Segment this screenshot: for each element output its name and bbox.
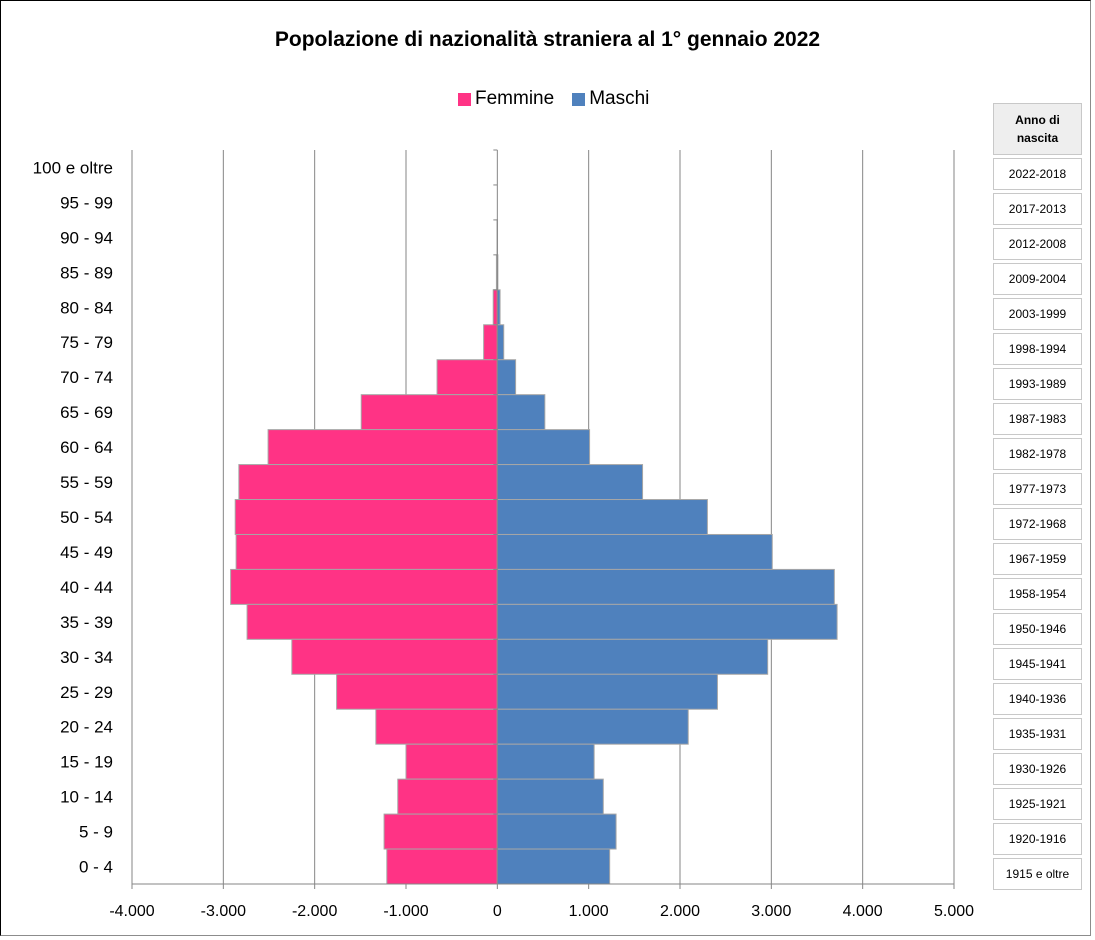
birth-year-cell: 1972-1968 bbox=[993, 508, 1082, 540]
birth-year-cell: 1958-1954 bbox=[993, 578, 1082, 610]
birth-year-cell: 1945-1941 bbox=[993, 648, 1082, 680]
y-tick-label: 100 e oltre bbox=[33, 158, 113, 177]
y-tick-label: 75 - 79 bbox=[60, 333, 113, 352]
bar-femmine bbox=[268, 430, 497, 465]
y-tick-label: 95 - 99 bbox=[60, 193, 113, 212]
x-tick-label: 2.000 bbox=[660, 903, 700, 920]
birth-year-header-line2: nascita bbox=[1017, 129, 1058, 147]
birth-year-cell: 2022-2018 bbox=[993, 158, 1082, 190]
x-tick-label: -1.000 bbox=[383, 903, 428, 920]
birth-year-cell: 2003-1999 bbox=[993, 298, 1082, 330]
y-tick-label: 10 - 14 bbox=[60, 788, 113, 807]
bar-femmine bbox=[292, 639, 498, 674]
birth-year-cell: 1940-1936 bbox=[993, 683, 1082, 715]
y-tick-label: 25 - 29 bbox=[60, 683, 113, 702]
y-tick-label: 70 - 74 bbox=[60, 368, 113, 387]
y-tick-label: 30 - 34 bbox=[60, 648, 113, 667]
bar-maschi bbox=[497, 430, 589, 465]
bar-femmine bbox=[493, 290, 497, 325]
bar-femmine bbox=[406, 744, 497, 779]
x-tick-label: 4.000 bbox=[843, 903, 883, 920]
y-tick-label: 15 - 19 bbox=[60, 753, 113, 772]
bar-maschi bbox=[497, 465, 642, 500]
y-tick-label: 85 - 89 bbox=[60, 263, 113, 282]
birth-year-cell: 1987-1983 bbox=[993, 403, 1082, 435]
y-tick-label: 55 - 59 bbox=[60, 473, 113, 492]
birth-year-cell: 1915 e oltre bbox=[993, 858, 1082, 890]
bar-femmine bbox=[231, 569, 498, 604]
birth-year-cell: 1982-1978 bbox=[993, 438, 1082, 470]
bar-maschi bbox=[497, 744, 594, 779]
bar-maschi bbox=[497, 604, 837, 639]
y-tick-label: 65 - 69 bbox=[60, 403, 113, 422]
birth-year-header-line1: Anno di bbox=[1015, 111, 1060, 129]
y-tick-label: 35 - 39 bbox=[60, 613, 113, 632]
birth-year-column: Anno di nascita 2022-2018 2017-2013 2012-2… bbox=[993, 103, 1083, 893]
y-tick-label: 60 - 64 bbox=[60, 438, 113, 457]
bar-femmine bbox=[361, 395, 497, 430]
birth-year-cell: 2017-2013 bbox=[993, 193, 1082, 225]
bar-maschi bbox=[497, 395, 544, 430]
y-tick-label: 0 - 4 bbox=[79, 858, 113, 877]
x-tick-label: -3.000 bbox=[201, 903, 246, 920]
birth-year-cell: 1920-1916 bbox=[993, 823, 1082, 855]
birth-year-cell: 1993-1989 bbox=[993, 368, 1082, 400]
x-tick-label: -4.000 bbox=[109, 903, 154, 920]
birth-year-cell: 1950-1946 bbox=[993, 613, 1082, 645]
bar-maschi bbox=[497, 674, 717, 709]
birth-year-cell: 1998-1994 bbox=[993, 333, 1082, 365]
birth-year-cell: 1930-1926 bbox=[993, 753, 1082, 785]
birth-year-cell: 1977-1973 bbox=[993, 473, 1082, 505]
y-tick-label: 45 - 49 bbox=[60, 543, 113, 562]
bar-maschi bbox=[497, 500, 707, 535]
birth-year-cell: 2012-2008 bbox=[993, 228, 1082, 260]
y-tick-label: 90 - 94 bbox=[60, 228, 113, 247]
bar-femmine bbox=[437, 360, 497, 395]
bar-maschi bbox=[497, 779, 603, 814]
y-tick-label: 50 - 54 bbox=[60, 508, 113, 527]
birth-year-cells: 2022-2018 2017-2013 2012-2008 2009-2004 2003… bbox=[993, 158, 1083, 890]
birth-year-cell: 1967-1959 bbox=[993, 543, 1082, 575]
x-tick-label: -2.000 bbox=[292, 903, 337, 920]
bar-femmine bbox=[484, 325, 498, 360]
bar-maschi bbox=[497, 534, 772, 569]
bar-femmine bbox=[337, 674, 498, 709]
y-tick-label: 5 - 9 bbox=[79, 823, 113, 842]
bar-maschi bbox=[497, 569, 834, 604]
bar-femmine bbox=[398, 779, 498, 814]
bar-femmine bbox=[239, 465, 497, 500]
bar-maschi bbox=[497, 360, 515, 395]
bar-femmine bbox=[247, 604, 497, 639]
bar-femmine bbox=[236, 534, 497, 569]
y-tick-label: 40 - 44 bbox=[60, 578, 113, 597]
birth-year-cell: 2009-2004 bbox=[993, 263, 1082, 295]
bar-maschi bbox=[497, 639, 767, 674]
y-tick-label: 80 - 84 bbox=[60, 298, 113, 317]
bar-femmine bbox=[387, 849, 498, 884]
bar-femmine bbox=[235, 500, 497, 535]
birth-year-header: Anno di nascita bbox=[993, 103, 1082, 155]
bar-maschi bbox=[497, 849, 609, 884]
birth-year-cell: 1925-1921 bbox=[993, 788, 1082, 820]
bar-maschi bbox=[497, 325, 503, 360]
x-tick-label: 5.000 bbox=[934, 903, 974, 920]
bar-femmine bbox=[376, 709, 497, 744]
bar-maschi bbox=[497, 814, 616, 849]
birth-year-cell: 1935-1931 bbox=[993, 718, 1082, 750]
x-tick-label: 0 bbox=[493, 903, 502, 920]
x-tick-label: 1.000 bbox=[569, 903, 609, 920]
y-tick-label: 20 - 24 bbox=[60, 718, 113, 737]
x-tick-label: 3.000 bbox=[751, 903, 791, 920]
bar-femmine bbox=[384, 814, 497, 849]
bar-maschi bbox=[497, 709, 688, 744]
